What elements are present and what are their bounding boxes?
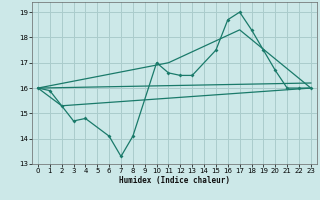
X-axis label: Humidex (Indice chaleur): Humidex (Indice chaleur)	[119, 176, 230, 185]
